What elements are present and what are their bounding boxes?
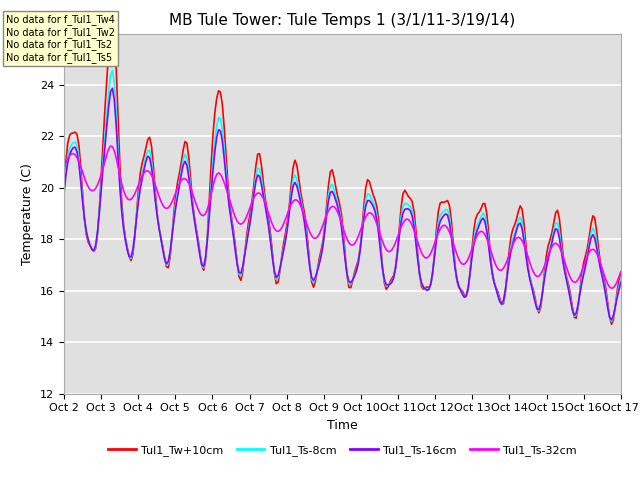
Tul1_Ts-8cm bbox=[531, 298, 539, 304]
Y-axis label: Temperature (C): Temperature (C) bbox=[22, 163, 35, 264]
Tul1_Ts-8cm bbox=[62, 168, 70, 174]
Tul1_Tw+10cm bbox=[617, 270, 625, 276]
Title: MB Tule Tower: Tule Temps 1 (3/1/11-3/19/14): MB Tule Tower: Tule Temps 1 (3/1/11-3/19… bbox=[169, 13, 516, 28]
Text: No data for f_Tul1_Tw4
No data for f_Tul1_Tw2
No data for f_Tul1_Ts2
No data for: No data for f_Tul1_Tw4 No data for f_Tul… bbox=[6, 14, 115, 63]
Tul1_Ts-16cm bbox=[617, 279, 625, 285]
X-axis label: Time: Time bbox=[327, 419, 358, 432]
Tul1_Ts-8cm bbox=[394, 250, 401, 256]
Tul1_Ts-8cm bbox=[607, 319, 615, 324]
Tul1_Ts-32cm bbox=[392, 240, 399, 245]
Tul1_Ts-32cm bbox=[607, 286, 615, 291]
Tul1_Tw+10cm bbox=[107, 31, 115, 36]
Tul1_Ts-8cm bbox=[60, 189, 68, 194]
Tul1_Ts-32cm bbox=[403, 216, 410, 222]
Tul1_Ts-16cm bbox=[394, 251, 401, 257]
Tul1_Ts-32cm bbox=[531, 272, 539, 278]
Tul1_Ts-8cm bbox=[566, 296, 574, 301]
Tul1_Tw+10cm bbox=[394, 249, 401, 255]
Line: Tul1_Ts-8cm: Tul1_Ts-8cm bbox=[64, 71, 621, 322]
Tul1_Ts-16cm bbox=[531, 300, 539, 305]
Tul1_Ts-16cm bbox=[109, 85, 116, 91]
Tul1_Ts-32cm bbox=[107, 143, 115, 149]
Line: Tul1_Tw+10cm: Tul1_Tw+10cm bbox=[64, 34, 621, 324]
Tul1_Ts-8cm bbox=[403, 201, 410, 207]
Tul1_Ts-16cm bbox=[566, 298, 574, 303]
Tul1_Tw+10cm bbox=[392, 265, 399, 271]
Legend: Tul1_Tw+10cm, Tul1_Ts-8cm, Tul1_Ts-16cm, Tul1_Ts-32cm: Tul1_Tw+10cm, Tul1_Ts-8cm, Tul1_Ts-16cm,… bbox=[103, 440, 582, 460]
Tul1_Ts-8cm bbox=[392, 265, 399, 271]
Tul1_Tw+10cm bbox=[403, 190, 410, 196]
Tul1_Ts-32cm bbox=[62, 160, 70, 166]
Tul1_Tw+10cm bbox=[60, 185, 68, 191]
Tul1_Ts-32cm bbox=[394, 235, 401, 240]
Tul1_Tw+10cm bbox=[566, 292, 574, 298]
Tul1_Ts-16cm bbox=[62, 173, 70, 179]
Tul1_Ts-16cm bbox=[392, 265, 399, 271]
Tul1_Ts-16cm bbox=[403, 206, 410, 212]
Tul1_Ts-16cm bbox=[607, 317, 615, 323]
Line: Tul1_Ts-32cm: Tul1_Ts-32cm bbox=[64, 146, 621, 288]
Tul1_Ts-16cm bbox=[60, 191, 68, 197]
Tul1_Ts-32cm bbox=[617, 269, 625, 275]
Line: Tul1_Ts-16cm: Tul1_Ts-16cm bbox=[64, 88, 621, 320]
Tul1_Tw+10cm bbox=[531, 295, 539, 301]
Tul1_Ts-8cm bbox=[617, 276, 625, 282]
Tul1_Tw+10cm bbox=[607, 322, 615, 327]
Tul1_Ts-8cm bbox=[109, 68, 116, 73]
Tul1_Tw+10cm bbox=[62, 159, 70, 165]
Tul1_Ts-32cm bbox=[60, 165, 68, 170]
Tul1_Ts-32cm bbox=[566, 275, 574, 281]
